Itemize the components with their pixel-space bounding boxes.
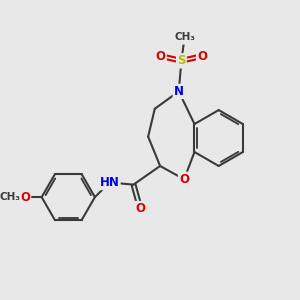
Text: N: N xyxy=(174,85,184,98)
Text: S₀₀: S₀₀ xyxy=(175,30,194,44)
Text: HN: HN xyxy=(100,176,119,189)
Text: S: S xyxy=(177,54,186,67)
Text: O: O xyxy=(156,50,166,62)
Text: O: O xyxy=(179,173,189,186)
Text: O: O xyxy=(197,50,207,62)
Text: O: O xyxy=(135,202,145,215)
Text: O: O xyxy=(20,190,30,204)
Text: CH₃: CH₃ xyxy=(174,32,195,42)
Text: CH₃: CH₃ xyxy=(0,192,20,202)
